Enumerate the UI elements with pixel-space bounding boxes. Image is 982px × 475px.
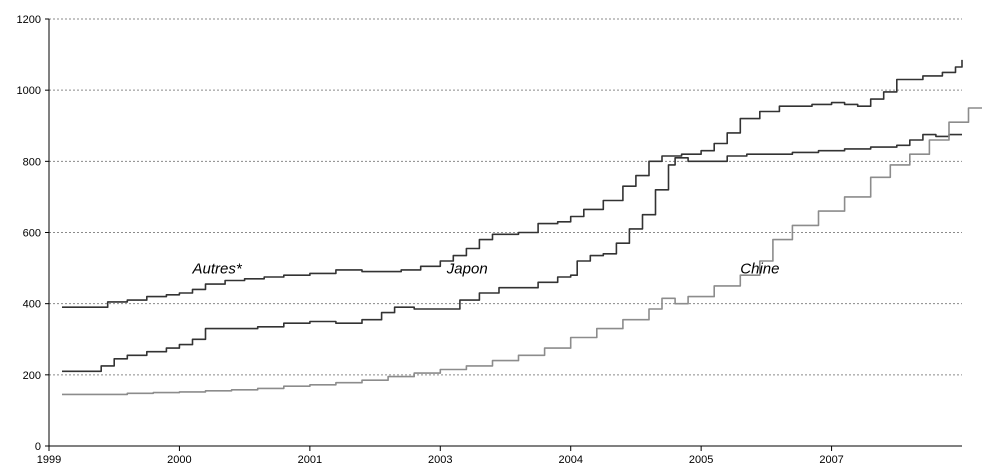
gridlines [49, 18, 962, 376]
x-tick-label: 2007 [819, 454, 843, 466]
series-lines [62, 59, 982, 396]
series-label: Japon [446, 260, 488, 277]
x-tick-label: 2001 [298, 454, 322, 466]
y-tick-label: 600 [23, 228, 41, 240]
y-tick-label: 1200 [17, 14, 41, 26]
x-axis-ticks: 1999 2000 2001 2003 2004 2005 2007 [37, 446, 844, 466]
series-labels: Autres* Japon Chine [191, 260, 779, 277]
x-tick-label: 2003 [428, 454, 452, 466]
y-axis-ticks: 0 200 400 600 800 1000 1200 [17, 14, 49, 453]
x-tick-label: 2004 [558, 454, 582, 466]
y-tick-label: 1000 [17, 85, 41, 97]
series-label: Autres* [191, 260, 242, 277]
x-tick-label: 2005 [689, 454, 713, 466]
y-tick-label: 400 [23, 299, 41, 311]
series-line-chine [62, 107, 982, 396]
x-tick-label: 1999 [37, 454, 61, 466]
y-tick-label: 800 [23, 156, 41, 168]
series-line-autres [62, 59, 963, 308]
y-tick-label: 0 [35, 441, 41, 453]
y-tick-label: 200 [23, 370, 41, 382]
x-tick-label: 2000 [167, 454, 191, 466]
series-label: Chine [740, 260, 779, 277]
series-line-japon [62, 133, 962, 373]
